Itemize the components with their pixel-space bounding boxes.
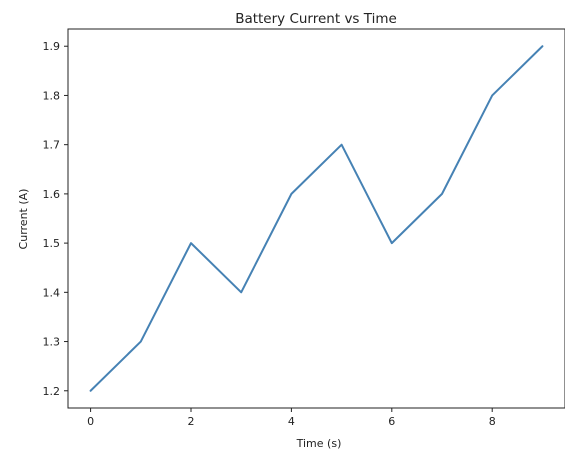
x-axis-title: Time (s) xyxy=(296,437,342,450)
y-tick-label: 1.6 xyxy=(43,188,61,201)
series-layer xyxy=(89,45,544,392)
y-tick-label: 1.4 xyxy=(43,286,61,299)
chart-title: Battery Current vs Time xyxy=(235,11,397,27)
x-tick-label: 8 xyxy=(489,415,496,428)
y-tick-label: 1.2 xyxy=(43,385,61,398)
x-tick-label: 0 xyxy=(87,415,94,428)
x-axis-ticks: 0 2 4 6 8 xyxy=(87,408,496,428)
series-line xyxy=(89,45,544,392)
y-axis-ticks: 1.2 1.3 1.4 1.5 1.6 1.7 1.8 1.9 xyxy=(43,40,68,398)
plot-area-frame xyxy=(67,28,565,409)
x-tick-label: 6 xyxy=(388,415,395,428)
y-tick-label: 1.9 xyxy=(43,40,61,53)
x-tick-label: 4 xyxy=(288,415,295,428)
y-tick-label: 1.3 xyxy=(43,336,61,349)
y-axis-title: Current (A) xyxy=(17,189,30,250)
y-tick-label: 1.8 xyxy=(43,89,61,102)
x-tick-label: 2 xyxy=(187,415,194,428)
y-tick-label: 1.7 xyxy=(43,139,61,152)
y-tick-label: 1.5 xyxy=(43,237,61,250)
